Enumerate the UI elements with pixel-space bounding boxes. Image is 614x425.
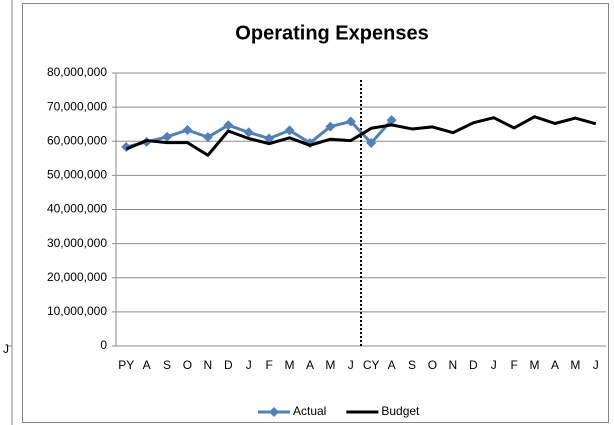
x-tick-label: M — [570, 358, 580, 372]
data-point — [345, 116, 356, 127]
chart-title: Operating Expenses — [235, 22, 428, 44]
x-tick-label: M — [285, 358, 295, 372]
data-point — [284, 125, 295, 136]
x-tick-label: N — [204, 358, 213, 372]
series-line — [125, 115, 597, 157]
chart-frame — [22, 3, 609, 423]
y-tick-label: 70,000,000 — [47, 99, 107, 113]
data-point — [243, 127, 254, 138]
legend-label: Budget — [381, 404, 420, 418]
data-point — [366, 137, 377, 148]
x-tick-label: J — [593, 358, 599, 372]
x-tick-label: CY — [363, 358, 380, 372]
data-point — [325, 121, 336, 132]
x-tick-label: N — [449, 358, 458, 372]
y-tick-label: 60,000,000 — [47, 133, 107, 147]
x-tick-label: S — [408, 358, 416, 372]
x-tick-label: J — [491, 358, 497, 372]
y-tick-label: 0 — [100, 338, 107, 352]
x-tick-label: F — [265, 358, 272, 372]
data-point — [162, 131, 173, 142]
y-tick-label: 30,000,000 — [47, 236, 107, 250]
legend-label: Actual — [293, 404, 326, 418]
x-tick-label: S — [163, 358, 171, 372]
data-point — [223, 120, 234, 131]
x-tick-label: M — [325, 358, 335, 372]
x-tick-label: A — [143, 358, 151, 372]
y-tick-label: 10,000,000 — [47, 304, 107, 318]
x-tick-label: O — [183, 358, 192, 372]
y-tick-label: 20,000,000 — [47, 270, 107, 284]
x-tick-label: M — [530, 358, 540, 372]
data-point — [202, 132, 213, 143]
x-tick-label: D — [224, 358, 233, 372]
x-tick-label: A — [388, 358, 396, 372]
x-tick-label: PY — [118, 358, 134, 372]
x-tick-label: A — [551, 358, 559, 372]
y-tick-label: 40,000,000 — [47, 202, 107, 216]
x-tick-label: J — [246, 358, 252, 372]
x-tick-label: J — [348, 358, 354, 372]
legend-marker — [269, 407, 279, 417]
neighbor-chart-label: J — [3, 342, 9, 356]
data-point — [264, 133, 275, 144]
x-tick-label: O — [428, 358, 437, 372]
x-tick-label: A — [306, 358, 314, 372]
y-tick-label: 80,000,000 — [47, 65, 107, 79]
data-point — [182, 124, 193, 135]
x-tick-label: D — [469, 358, 478, 372]
y-tick-label: 50,000,000 — [47, 168, 107, 182]
data-point — [386, 115, 397, 126]
x-tick-label: F — [510, 358, 517, 372]
